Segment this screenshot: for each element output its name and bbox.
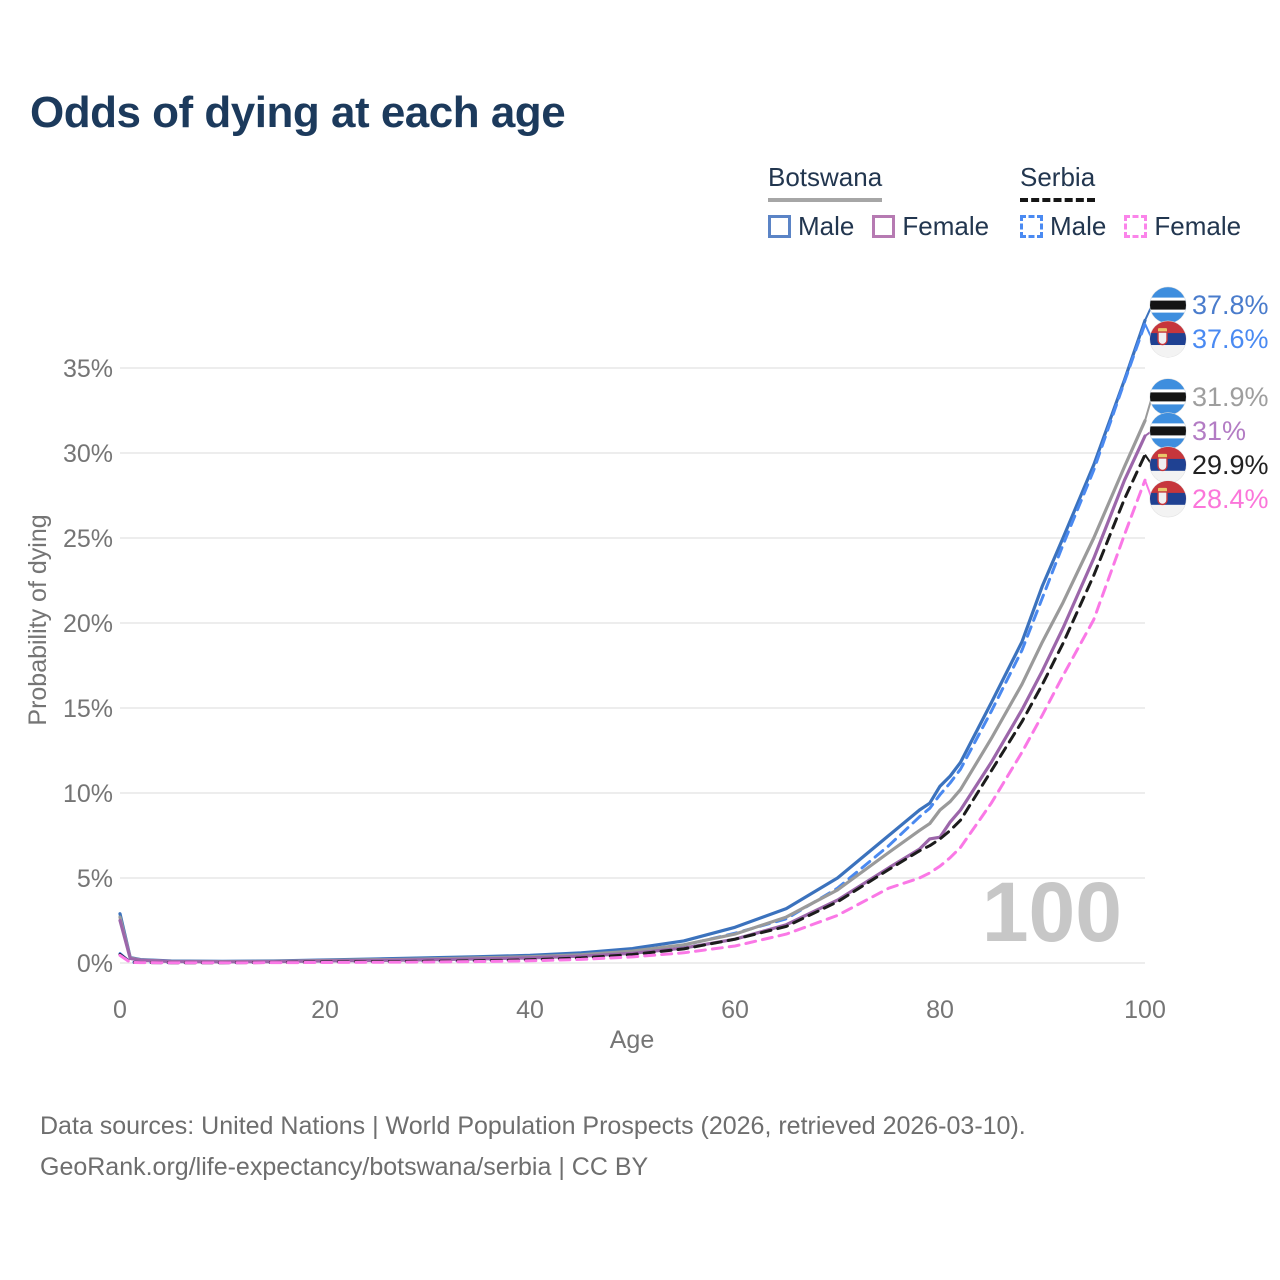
series-line-serbia-female	[118, 478, 1147, 965]
legend-item-botswana-male: Male	[768, 211, 854, 242]
botswana-flag-art	[1150, 378, 1186, 415]
x-axis-title: Age	[610, 1026, 654, 1054]
gridlines	[120, 367, 1145, 964]
serbia-crown	[1158, 487, 1167, 492]
serbia-white-band	[1150, 504, 1186, 517]
y-tick-label: 5%	[77, 865, 113, 893]
flag-icon-botswana	[1149, 412, 1187, 450]
y-tick-label: 25%	[63, 525, 113, 553]
x-tick-label: 60	[721, 996, 749, 1024]
legend-swatch-botswana-male-icon	[768, 215, 791, 238]
series-end-labels: 37.8% 37.6% 31.9% 31% 29.9% 28.4%	[1144, 286, 1269, 518]
legend-row-botswana: Male Female	[768, 211, 989, 242]
series-line-serbia-both-sexes	[118, 453, 1147, 965]
y-tick-label: 10%	[63, 780, 113, 808]
end-label-value-botswana-male: 37.8%	[1192, 290, 1269, 320]
y-tick-label: 0%	[77, 950, 113, 978]
serbia-flag-art	[1150, 446, 1186, 483]
legend-item-botswana-female: Female	[872, 211, 989, 242]
botswana-flag-art	[1150, 287, 1186, 324]
serbia-shield	[1157, 457, 1168, 472]
y-axis-tick-labels: 0% 5% 10% 15% 20% 25% 30% 35%	[63, 355, 113, 978]
serbia-blue-band	[1150, 458, 1186, 471]
end-label-value-serbia-female: 28.4%	[1192, 484, 1269, 514]
end-label-value-botswana-both-sexes: 31.9%	[1192, 382, 1269, 412]
x-tick-label: 80	[926, 996, 954, 1024]
legend-label-botswana-male: Male	[798, 211, 855, 241]
legend-label-serbia-female: Female	[1154, 211, 1242, 241]
watermark-age-100: 100	[982, 865, 1122, 959]
serbia-shield	[1157, 331, 1168, 346]
botswana-black-stripe	[1150, 426, 1186, 436]
legend-country-serbia: Serbia	[1020, 162, 1096, 202]
legend-country-botswana: Botswana	[768, 162, 883, 202]
serbia-white-band	[1150, 345, 1186, 358]
x-axis-tick-labels: 0 20 40 60 80 100	[113, 996, 1166, 1024]
end-label-value-serbia-male: 37.6%	[1192, 324, 1269, 354]
serbia-crown	[1158, 453, 1167, 458]
y-tick-label: 35%	[63, 355, 113, 383]
legend-swatch-serbia-male-icon	[1020, 215, 1043, 238]
y-tick-label: 20%	[63, 610, 113, 638]
end-label-value-serbia-both-sexes: 29.9%	[1192, 450, 1269, 480]
footer: Data sources: United Nations | World Pop…	[40, 1106, 1026, 1188]
footer-attribution-link: GeoRank.org/life-expectancy/botswana/ser…	[40, 1153, 649, 1181]
legend-group-serbia: Serbia Male Female	[1020, 162, 1241, 242]
serbia-flag-art	[1150, 321, 1186, 358]
flag-icon-serbia	[1149, 320, 1187, 358]
flag-icon-botswana	[1149, 378, 1187, 416]
serbia-shield	[1157, 491, 1168, 506]
footer-data-sources: Data sources: United Nations | World Pop…	[40, 1112, 1026, 1140]
serbia-crown	[1158, 328, 1167, 333]
x-tick-label: 100	[1124, 996, 1166, 1024]
x-tick-label: 40	[516, 996, 544, 1024]
x-tick-label: 0	[113, 996, 127, 1024]
x-tick-label: 20	[311, 996, 339, 1024]
serbia-white-band	[1150, 470, 1186, 483]
flag-icon-serbia	[1149, 446, 1187, 484]
data-series-lines	[118, 318, 1147, 965]
serbia-blue-band	[1150, 492, 1186, 505]
flag-icon-botswana	[1149, 286, 1187, 324]
legend-swatch-botswana-female-icon	[872, 215, 896, 238]
chart-title: Odds of dying at each age	[30, 88, 566, 137]
y-tick-label: 15%	[63, 695, 113, 723]
serbia-flag-art	[1150, 480, 1186, 517]
end-label-value-botswana-female: 31%	[1192, 416, 1246, 446]
legend-swatch-serbia-female-icon	[1124, 215, 1148, 238]
botswana-flag-art	[1150, 412, 1186, 449]
botswana-black-stripe	[1150, 392, 1186, 402]
legend-group-botswana: Botswana Male Female	[768, 162, 989, 242]
botswana-black-stripe	[1150, 300, 1186, 310]
legend-label-botswana-female: Female	[902, 211, 990, 241]
legend-label-serbia-male: Male	[1050, 211, 1107, 241]
flag-icon-serbia	[1149, 480, 1187, 518]
y-axis-title: Probability of dying	[24, 514, 52, 725]
y-tick-label: 30%	[63, 440, 113, 468]
legend-item-serbia-male: Male	[1020, 211, 1106, 242]
serbia-blue-band	[1150, 333, 1186, 346]
legend-row-serbia: Male Female	[1020, 211, 1241, 242]
legend-item-serbia-female: Female	[1124, 211, 1241, 242]
